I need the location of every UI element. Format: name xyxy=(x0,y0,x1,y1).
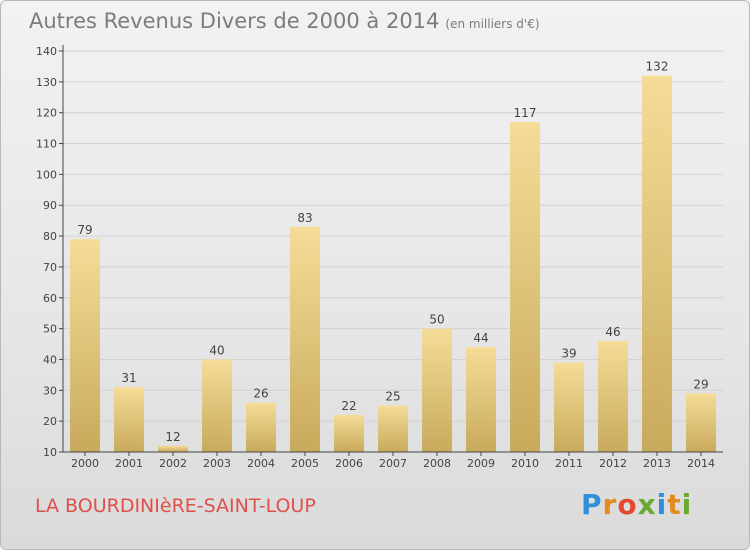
x-tick-label: 2012 xyxy=(599,457,627,470)
y-tick-label: 70 xyxy=(43,261,57,274)
logo-letter: t xyxy=(667,488,682,521)
commune-name: LA BOURDINIèRE-SAINT-LOUP xyxy=(35,495,316,517)
bar xyxy=(114,387,144,452)
logo-letter: P xyxy=(581,488,603,521)
bar xyxy=(158,445,188,452)
y-tick-label: 110 xyxy=(36,138,57,151)
x-tick-label: 2004 xyxy=(247,457,275,470)
bar xyxy=(202,359,232,452)
data-label: 22 xyxy=(341,399,356,413)
data-label: 83 xyxy=(297,211,312,225)
data-label: 117 xyxy=(514,106,537,120)
bar xyxy=(70,239,100,452)
labels: 10 20 30 40 50 60 70 80 90 100 110 120 130 140 2000 79 2… xyxy=(36,45,715,470)
data-label: 29 xyxy=(693,377,708,391)
x-tick-label: 2010 xyxy=(511,457,539,470)
chart-title: Autres Revenus Divers de 2000 à 2014 (en … xyxy=(29,9,540,33)
bar xyxy=(246,402,276,452)
y-tick-label: 120 xyxy=(36,107,57,120)
chart-title-unit: (en milliers d'€) xyxy=(445,17,540,31)
bar xyxy=(642,75,672,452)
y-tick-label: 40 xyxy=(43,353,57,366)
logo-letter: x xyxy=(637,488,657,521)
logo-letter: r xyxy=(602,488,618,521)
data-label: 26 xyxy=(253,387,268,401)
bar xyxy=(554,362,584,452)
data-label: 50 xyxy=(429,313,444,327)
bar xyxy=(334,414,364,452)
bar xyxy=(378,405,408,452)
proxiti-logo: Proxiti xyxy=(581,488,692,521)
y-tick-label: 100 xyxy=(36,168,57,181)
bar xyxy=(466,347,496,452)
bar xyxy=(290,226,320,452)
y-tick-label: 50 xyxy=(43,323,57,336)
y-tick-label: 10 xyxy=(43,446,57,459)
bars xyxy=(70,75,716,452)
axes xyxy=(59,45,723,456)
bar xyxy=(422,328,452,452)
bar xyxy=(510,121,540,452)
x-tick-label: 2011 xyxy=(555,457,583,470)
x-tick-label: 2000 xyxy=(71,457,99,470)
data-label: 79 xyxy=(77,223,92,237)
chart-title-text: Autres Revenus Divers de 2000 à 2014 xyxy=(29,9,440,33)
x-tick-label: 2001 xyxy=(115,457,143,470)
x-tick-label: 2005 xyxy=(291,457,319,470)
data-label: 12 xyxy=(165,430,180,444)
x-tick-label: 2006 xyxy=(335,457,363,470)
logo-letter: i xyxy=(681,488,693,521)
y-tick-label: 60 xyxy=(43,292,57,305)
y-tick-label: 80 xyxy=(43,230,57,243)
data-label: 31 xyxy=(121,371,136,385)
bar xyxy=(598,340,628,452)
x-tick-label: 2007 xyxy=(379,457,407,470)
x-tick-label: 2014 xyxy=(687,457,715,470)
y-tick-label: 130 xyxy=(36,76,57,89)
x-tick-label: 2013 xyxy=(643,457,671,470)
logo-letter: o xyxy=(617,488,638,521)
data-label: 40 xyxy=(209,343,224,357)
logo-letter: i xyxy=(656,488,668,521)
y-tick-label: 90 xyxy=(43,199,57,212)
y-tick-label: 140 xyxy=(36,45,57,58)
x-tick-label: 2003 xyxy=(203,457,231,470)
data-label: 132 xyxy=(646,60,669,74)
y-tick-label: 30 xyxy=(43,384,57,397)
data-label: 46 xyxy=(605,325,620,339)
data-label: 39 xyxy=(561,347,576,361)
y-tick-label: 20 xyxy=(43,415,57,428)
data-label: 44 xyxy=(473,331,488,345)
x-tick-label: 2002 xyxy=(159,457,187,470)
bar xyxy=(686,393,716,452)
x-tick-label: 2008 xyxy=(423,457,451,470)
x-tick-label: 2009 xyxy=(467,457,495,470)
data-label: 25 xyxy=(385,390,400,404)
